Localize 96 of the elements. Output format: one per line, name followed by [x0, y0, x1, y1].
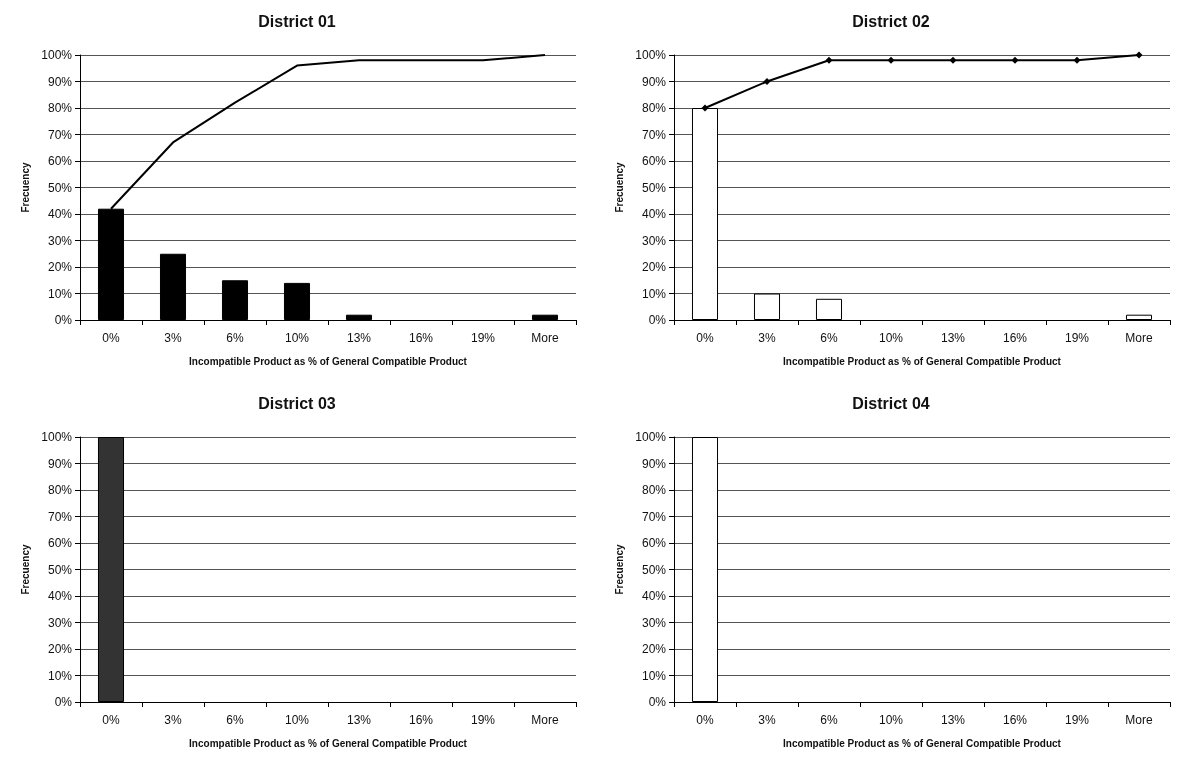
y-tick-label: 90% [641, 456, 667, 471]
y-tick-label: 0% [54, 695, 73, 709]
y-tick-label: 40% [47, 207, 73, 221]
y-tick-label: 20% [641, 260, 667, 274]
x-axis-title: Incompatible Product as % of General Compatible Product [783, 355, 1062, 367]
y-tick-label: 10% [641, 286, 667, 301]
y-tick-label: 20% [47, 260, 73, 274]
chart-title: District 01 [258, 12, 336, 30]
y-tick-label: 60% [641, 536, 667, 550]
x-tick-label: 10% [878, 713, 904, 727]
x-tick-label: 10% [878, 331, 904, 345]
x-tick-label: 13% [346, 713, 372, 727]
point [763, 78, 771, 85]
x-tick-label: 3% [164, 331, 182, 345]
point [1073, 56, 1081, 64]
y-tick-label: 70% [641, 127, 667, 142]
x-tick-label: 3% [758, 713, 776, 727]
y-tick-label: 60% [641, 154, 667, 168]
x-tick-label: 10% [284, 331, 310, 345]
y-tick-label: 10% [641, 668, 667, 683]
x-tick-label: 6% [226, 331, 244, 345]
y-axis-title: Frecuency [613, 162, 625, 213]
x-tick-label: 0% [696, 331, 714, 345]
x-tick-label: 3% [758, 331, 776, 345]
x-tick-label: 0% [102, 331, 120, 345]
y-tick-label: 50% [641, 562, 667, 577]
point [825, 56, 833, 64]
x-tick-label: 16% [408, 713, 434, 727]
y-tick-label: 80% [47, 101, 73, 115]
x-tick-label: 13% [346, 331, 372, 345]
x-tick-label: 16% [408, 331, 434, 345]
x-tick-label: More [531, 713, 559, 727]
x-tick-label: 0% [102, 713, 120, 727]
y-tick-label: 30% [47, 233, 73, 248]
y-tick-label: 70% [641, 509, 667, 524]
y-tick-label: 50% [47, 562, 73, 577]
y-tick-label: 10% [47, 286, 73, 301]
x-axis-title: Incompatible Product as % of General Compatible Product [189, 737, 468, 749]
x-tick-label: 16% [1002, 331, 1028, 345]
chart-title: District 02 [852, 12, 930, 30]
x-tick-label: 19% [1064, 713, 1090, 727]
y-tick-label: 60% [47, 536, 73, 550]
x-tick-label: More [1125, 331, 1153, 345]
y-tick-label: 90% [641, 74, 667, 89]
y-tick-label: 0% [648, 313, 667, 327]
x-tick-label: 10% [284, 713, 310, 727]
y-tick-label: 70% [47, 509, 73, 524]
x-tick-label: 19% [1064, 331, 1090, 345]
x-tick-label: 6% [820, 713, 838, 727]
point [887, 56, 895, 64]
y-tick-label: 80% [641, 483, 667, 497]
x-tick-label: 3% [164, 713, 182, 727]
y-tick-label: 100% [41, 430, 73, 444]
x-tick-label: 6% [820, 331, 838, 345]
x-tick-label: 13% [940, 713, 966, 727]
y-axis-title: Frecuency [19, 162, 31, 213]
y-tick-label: 100% [635, 48, 667, 62]
y-tick-label: 100% [635, 430, 667, 444]
y-tick-label: 20% [641, 642, 667, 656]
y-tick-label: 70% [47, 127, 73, 142]
point [701, 104, 709, 112]
x-tick-label: 19% [470, 331, 496, 345]
y-tick-label: 100% [41, 48, 73, 62]
point [949, 56, 957, 64]
x-tick-label: More [1125, 713, 1153, 727]
y-tick-label: 40% [641, 207, 667, 221]
y-tick-label: 40% [641, 589, 667, 603]
point [1011, 56, 1019, 64]
x-axis-title: Incompatible Product as % of General Compatible Product [189, 355, 468, 367]
chart-title: District 03 [258, 394, 336, 412]
y-tick-label: 40% [47, 589, 73, 603]
y-tick-label: 20% [47, 642, 73, 656]
x-tick-label: 16% [1002, 713, 1028, 727]
x-tick-label: More [531, 331, 559, 345]
y-tick-label: 0% [648, 695, 667, 709]
y-tick-label: 30% [641, 615, 667, 630]
y-tick-label: 90% [47, 74, 73, 89]
x-tick-label: 6% [226, 713, 244, 727]
y-tick-label: 30% [47, 615, 73, 630]
chart-title: District 04 [852, 394, 930, 412]
y-tick-label: 80% [641, 101, 667, 115]
point [1135, 51, 1143, 59]
y-axis-title: Frecuency [613, 544, 625, 595]
y-tick-label: 0% [54, 313, 73, 327]
x-axis-title: Incompatible Product as % of General Compatible Product [783, 737, 1062, 749]
y-axis-title: Frecuency [19, 544, 31, 595]
x-tick-label: 19% [470, 713, 496, 727]
y-tick-label: 10% [47, 668, 73, 683]
y-tick-label: 90% [47, 456, 73, 471]
y-tick-label: 60% [47, 154, 73, 168]
y-tick-label: 80% [47, 483, 73, 497]
y-tick-label: 50% [47, 180, 73, 195]
x-tick-label: 0% [696, 713, 714, 727]
x-tick-label: 13% [940, 331, 966, 345]
y-tick-label: 30% [641, 233, 667, 248]
y-tick-label: 50% [641, 180, 667, 195]
